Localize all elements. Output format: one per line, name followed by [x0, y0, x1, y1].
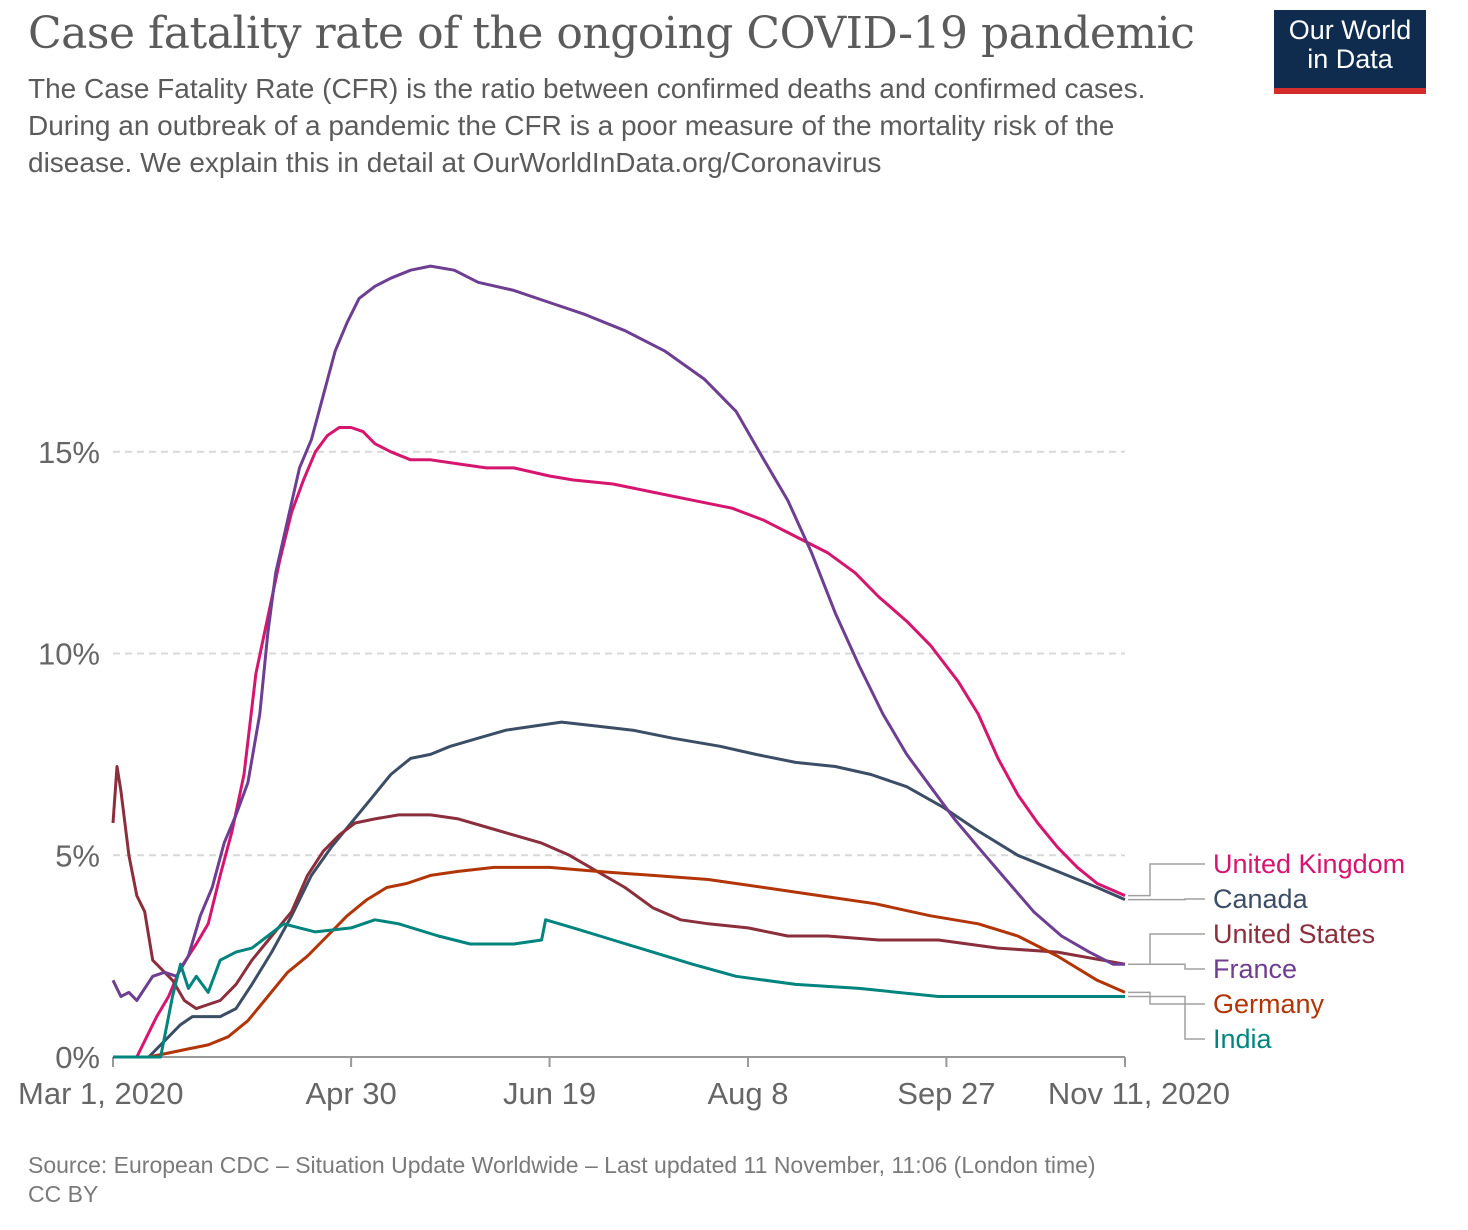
legend-connector [1128, 995, 1205, 1040]
chart-subtitle: The Case Fatality Rate (CFR) is the rati… [28, 73, 1146, 178]
gridlines [113, 450, 1125, 857]
series-line [113, 426, 1126, 1059]
x-axis: Mar 1, 2020 Apr 30 Jun 19 Aug 8 Sep 27 Nov 11… [18, 1056, 1230, 1111]
y-axis-ticks: 0% 5% 10% 15% [38, 435, 100, 1075]
legend-connector [1128, 991, 1205, 1005]
series-line [111, 264, 1125, 1002]
series-line [113, 720, 1126, 1059]
x-tick-label: Jun 19 [503, 1076, 596, 1111]
x-tick-label: Apr 30 [305, 1076, 396, 1111]
x-tick-label: Nov 11, 2020 [1048, 1076, 1230, 1111]
legend-connector [1128, 898, 1205, 901]
legend-connector [1128, 933, 1205, 965]
x-tick-label: Aug 8 [707, 1076, 788, 1111]
logo-line-2: in Data [1307, 44, 1393, 74]
x-tick-label: Mar 1, 2020 [18, 1076, 183, 1111]
y-tick-label: 15% [38, 435, 100, 470]
owid-logo[interactable]: Our World in Data [1274, 10, 1426, 94]
logo-line-1: Our World [1288, 15, 1412, 45]
license-text: CC BY [28, 1181, 99, 1207]
series-line [113, 918, 1125, 1059]
logo-accent-bar [1274, 88, 1426, 94]
legend-label: France [1213, 954, 1297, 984]
y-tick-label: 5% [55, 838, 100, 873]
legend-label: Germany [1213, 989, 1325, 1019]
legend: United Kingdom Canada United States France G… [1128, 849, 1405, 1054]
series-lines [111, 264, 1126, 1059]
series-line [111, 765, 1126, 1011]
chart-title: Case fatality rate of the ongoing COVID-… [28, 8, 1195, 59]
legend-connector [1128, 863, 1205, 897]
y-tick-label: 10% [38, 637, 100, 672]
x-tick-label: Sep 27 [897, 1076, 995, 1111]
source-text: Source: European CDC – Situation Update … [28, 1152, 1096, 1178]
legend-label: United Kingdom [1213, 849, 1405, 879]
legend-connector [1128, 963, 1205, 970]
legend-label: India [1213, 1024, 1273, 1054]
legend-label: United States [1213, 919, 1375, 949]
series-line [113, 865, 1126, 1059]
y-tick-label: 0% [55, 1040, 100, 1075]
legend-label: Canada [1213, 884, 1309, 914]
source-note: Source: European CDC – Situation Update … [28, 1151, 1096, 1209]
